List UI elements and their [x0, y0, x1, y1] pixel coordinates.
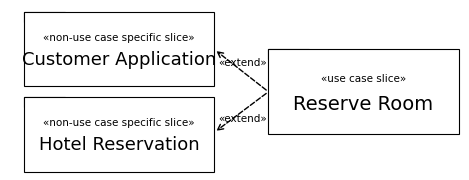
Text: Hotel Reservation: Hotel Reservation — [39, 136, 199, 154]
FancyBboxPatch shape — [24, 12, 65, 22]
FancyBboxPatch shape — [24, 97, 65, 107]
Text: «extend»: «extend» — [218, 58, 266, 68]
FancyBboxPatch shape — [24, 97, 214, 172]
Text: «use case slice»: «use case slice» — [321, 74, 406, 84]
FancyBboxPatch shape — [268, 49, 459, 134]
Text: Customer Application: Customer Application — [22, 51, 216, 69]
Text: «non-use case specific slice»: «non-use case specific slice» — [43, 33, 195, 43]
Text: «extend»: «extend» — [218, 114, 266, 124]
FancyBboxPatch shape — [24, 12, 214, 86]
Text: «non-use case specific slice»: «non-use case specific slice» — [43, 118, 195, 128]
FancyBboxPatch shape — [268, 49, 309, 59]
Text: Reserve Room: Reserve Room — [294, 95, 433, 114]
